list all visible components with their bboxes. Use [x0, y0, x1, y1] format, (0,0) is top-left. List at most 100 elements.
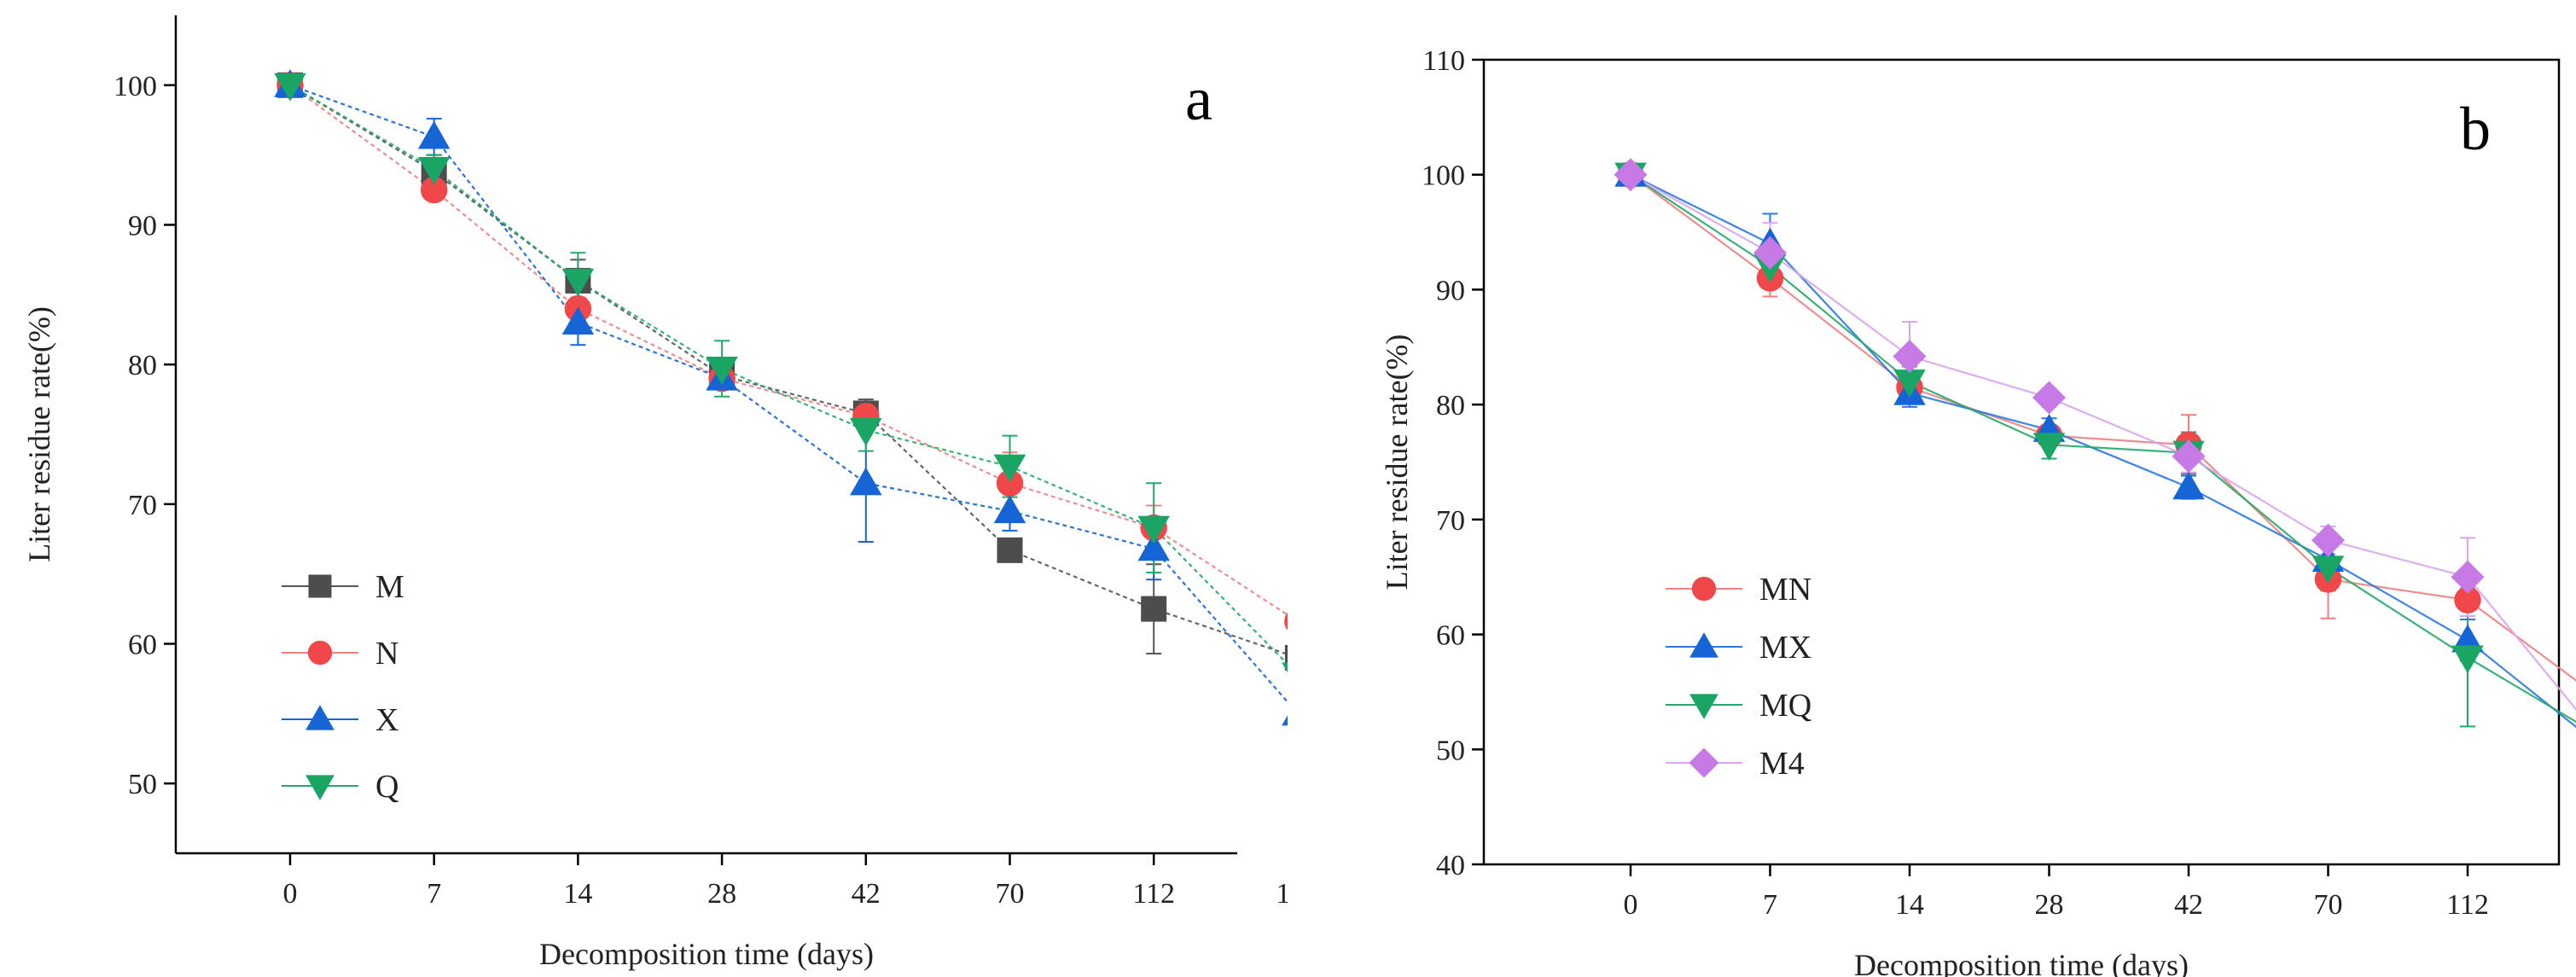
chart-b-x-tick-label: 0 [1624, 889, 1638, 921]
chart-b-x-tick-label: 28 [2035, 889, 2064, 921]
chart-a-series-X-point [993, 495, 1026, 524]
chart-b-legend-label-MX: MX [1759, 630, 1811, 666]
chart-b-svg: 4050607080901001100714284270112175Decomp… [1380, 45, 2576, 977]
chart-a-series-Q-point [274, 73, 306, 102]
chart-b-series-M4-points [1614, 158, 2485, 594]
chart-b-series-M4-point [2032, 381, 2066, 415]
chart-b-legend-marker-MQ [1689, 694, 1718, 719]
chart-a-series-N-point [1284, 612, 1288, 631]
chart-b-legend-marker-MN [1691, 576, 1717, 602]
chart-b-series-M4-point [2451, 560, 2485, 594]
chart-a-series-Q-point [1137, 515, 1170, 544]
chart-a-series-X-line [289, 84, 1288, 704]
chart-a-x-tick-label: 42 [852, 878, 881, 910]
chart-a-legend-marker-Q [305, 775, 334, 800]
chart-a-y-tick-label: 90 [128, 211, 157, 242]
chart-b-y-tick-label: 110 [1422, 45, 1465, 77]
chart-a-panel-label: a [1185, 65, 1212, 133]
chart-b-y-tick-label: 60 [1436, 620, 1465, 652]
chart-b-series-MQ-point [2311, 555, 2345, 584]
chart-a-series-N-points [276, 72, 1288, 631]
chart-a-series-X-point [1282, 715, 1288, 726]
chart-a-series-N-line [289, 84, 1288, 616]
chart-a-series-M-point [997, 537, 1023, 563]
chart-a-series-Q-point [850, 418, 882, 446]
chart-b-x-tick-label: 7 [1763, 889, 1777, 921]
chart-b-series-M4-point [1614, 158, 1648, 192]
chart-b-y-tick-label: 40 [1436, 850, 1465, 881]
chart-a-series-M-point [1284, 644, 1288, 671]
chart-b-series-MX-point [2172, 471, 2205, 500]
chart-a-y-tick-label: 70 [128, 490, 157, 521]
chart-panel-a: 50 60 70 80 90 100 0 7 14 28 42 70 112 175 Decompositi… [22, 15, 1288, 971]
chart-b-series-M4-point [1893, 340, 1927, 374]
chart-b-series-M4-line [1630, 173, 2576, 711]
chart-b-y-tick-label: 80 [1436, 390, 1465, 422]
chart-b-series-MQ-line [1630, 173, 2576, 724]
chart-a-series-N-point [996, 469, 1024, 497]
chart-a-series-Q-point [561, 268, 595, 297]
chart-a-y-tick-label: 60 [128, 630, 157, 661]
chart-a-series-X-point [417, 120, 451, 149]
chart-a-series-Q-point [706, 357, 738, 385]
chart-a-legend-label-X: X [375, 702, 398, 738]
chart-b-legend-marker-M4 [1689, 747, 1719, 778]
chart-b-series-MN-point [2454, 586, 2481, 614]
chart-b-x-tick-label: 42 [2174, 889, 2203, 921]
chart-a-y-tick-label: 80 [128, 350, 157, 381]
chart-b-series-MQ-point [2032, 433, 2066, 462]
chart-b-panel-label: b [2460, 95, 2491, 163]
chart-a-legend-marker-M [308, 574, 332, 598]
chart-a-x-tick-label: 70 [996, 878, 1025, 910]
chart-a-series-Q-point [417, 156, 451, 185]
chart-a-x-tick-label: 0 [283, 878, 298, 910]
chart-b-series-M4-point [2311, 523, 2345, 557]
chart-b-y-axis-title: Liter residue rate(%) [1380, 334, 1414, 590]
chart-a-x-axis-title: Decomposition time (days) [539, 937, 874, 971]
chart-b-x-tick-label: 14 [1895, 889, 1924, 921]
chart-a-series-Q-line [289, 84, 1288, 666]
chart-a-legend-marker-X [305, 705, 334, 730]
chart-a-legend-label-M: M [375, 569, 404, 605]
chart-b-series-MX-line [1630, 173, 2576, 729]
chart-b-series-MQ-point [1893, 369, 1926, 398]
chart-b-y-tick-label: 90 [1436, 275, 1465, 306]
chart-b-y-tick-label: 50 [1436, 735, 1465, 766]
chart-b-plot-frame [1482, 58, 2561, 866]
chart-a-series-M-point [1141, 596, 1167, 622]
chart-b-series-MX-point [2451, 624, 2484, 653]
chart-b-legend-marker-MX [1689, 632, 1718, 658]
chart-b-series-MN-line [1630, 173, 2576, 682]
chart-a-svg: 50 60 70 80 90 100 0 7 14 28 42 70 112 175 Decompositi… [22, 15, 1288, 971]
chart-a-series-M-line [289, 84, 1288, 655]
chart-a-legend-marker-N [307, 640, 333, 666]
chart-b-legend: MN MX MQ M4 [1666, 572, 1811, 782]
chart-a-series-X-point [561, 306, 595, 335]
chart-b-legend-label-M4: M4 [1759, 746, 1805, 782]
chart-b-y-tick-label: 70 [1436, 505, 1465, 537]
chart-a-x-tick-label: 7 [427, 878, 441, 910]
chart-b-x-tick-label: 70 [2314, 889, 2343, 921]
chart-a-series-Q-point [993, 454, 1026, 483]
chart-a-series-Q-points [274, 73, 1288, 673]
chart-panel-b: 4050607080901001100714284270112175Decomp… [1288, 0, 2576, 977]
chart-a-series-X-point [850, 467, 882, 496]
chart-a-y-tick-label: 50 [128, 769, 157, 800]
chart-a-x-tick-label: 14 [563, 878, 592, 910]
chart-b-y-tick-label: 100 [1422, 160, 1465, 192]
chart-b-series-MQ-point [2451, 645, 2484, 674]
chart-b-series-M4-point [2172, 439, 2206, 474]
chart-a-legend-label-N: N [375, 636, 398, 672]
chart-a-series-X-point [1137, 532, 1170, 561]
chart-b-x-tick-label: 112 [2446, 889, 2489, 921]
chart-a-legend-label-Q: Q [375, 769, 398, 805]
chart-a-x-tick-label: 175 [1276, 878, 1288, 910]
chart-a-series-N-point [420, 176, 448, 204]
chart-a-x-tick-label: 28 [707, 878, 736, 910]
chart-a-y-tick-label: 100 [113, 71, 157, 102]
chart-a-y-axis-title: Liter residue rate(%) [22, 306, 56, 562]
chart-b-series-M4-point [1753, 236, 1787, 270]
chart-b-legend-label-MQ: MQ [1759, 688, 1811, 724]
chart-b-legend-label-MN: MN [1759, 572, 1811, 608]
